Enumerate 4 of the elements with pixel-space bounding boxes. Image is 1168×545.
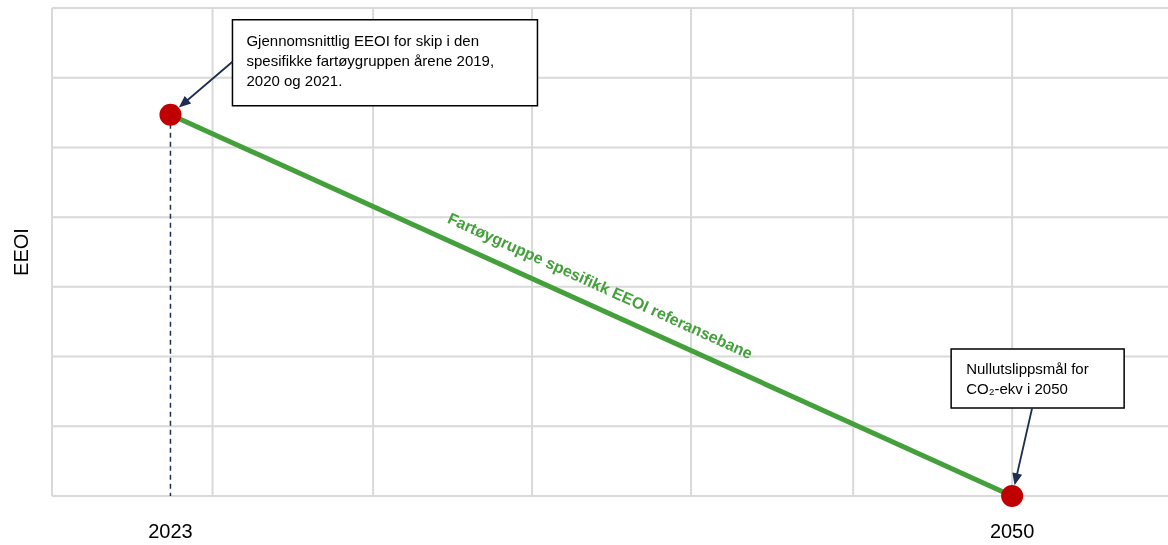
text: Gjennomsnittlig EEOI for skip i den spesifikke fartøygruppen årene 2019, 2020 og 2021. <box>245 30 496 91</box>
x-tick-label: 2050 <box>989 520 1035 542</box>
x-tick-label: 2023 <box>148 520 193 542</box>
y-axis-title: EEOI <box>10 228 32 276</box>
